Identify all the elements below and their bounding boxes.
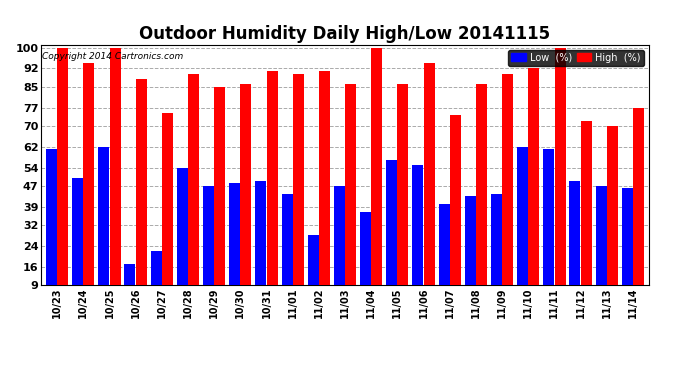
Bar: [386, 160, 397, 285]
Title: Outdoor Humidity Daily High/Low 20141115: Outdoor Humidity Daily High/Low 20141115: [139, 26, 551, 44]
Bar: [465, 196, 475, 285]
Bar: [240, 84, 251, 285]
Bar: [98, 147, 109, 285]
Bar: [124, 264, 135, 285]
Bar: [203, 186, 214, 285]
Bar: [110, 48, 121, 285]
Bar: [215, 87, 225, 285]
Bar: [622, 189, 633, 285]
Bar: [136, 79, 147, 285]
Bar: [72, 178, 83, 285]
Bar: [581, 121, 591, 285]
Bar: [555, 48, 566, 285]
Bar: [177, 168, 188, 285]
Bar: [46, 149, 57, 285]
Legend: Low  (%), High  (%): Low (%), High (%): [509, 50, 644, 66]
Bar: [162, 113, 173, 285]
Bar: [255, 181, 266, 285]
Bar: [266, 71, 277, 285]
Bar: [543, 149, 554, 285]
Bar: [607, 126, 618, 285]
Bar: [502, 74, 513, 285]
Text: Copyright 2014 Cartronics.com: Copyright 2014 Cartronics.com: [42, 52, 184, 61]
Bar: [319, 71, 330, 285]
Bar: [424, 63, 435, 285]
Bar: [397, 84, 408, 285]
Bar: [188, 74, 199, 285]
Bar: [491, 194, 502, 285]
Bar: [308, 236, 319, 285]
Bar: [83, 63, 95, 285]
Bar: [360, 212, 371, 285]
Bar: [413, 165, 424, 285]
Bar: [450, 116, 461, 285]
Bar: [569, 181, 580, 285]
Bar: [595, 186, 607, 285]
Bar: [282, 194, 293, 285]
Bar: [517, 147, 528, 285]
Bar: [439, 204, 450, 285]
Bar: [293, 74, 304, 285]
Bar: [334, 186, 345, 285]
Bar: [345, 84, 356, 285]
Bar: [633, 108, 644, 285]
Bar: [476, 84, 487, 285]
Bar: [57, 48, 68, 285]
Bar: [371, 48, 382, 285]
Bar: [529, 69, 540, 285]
Bar: [150, 251, 161, 285]
Bar: [229, 183, 240, 285]
